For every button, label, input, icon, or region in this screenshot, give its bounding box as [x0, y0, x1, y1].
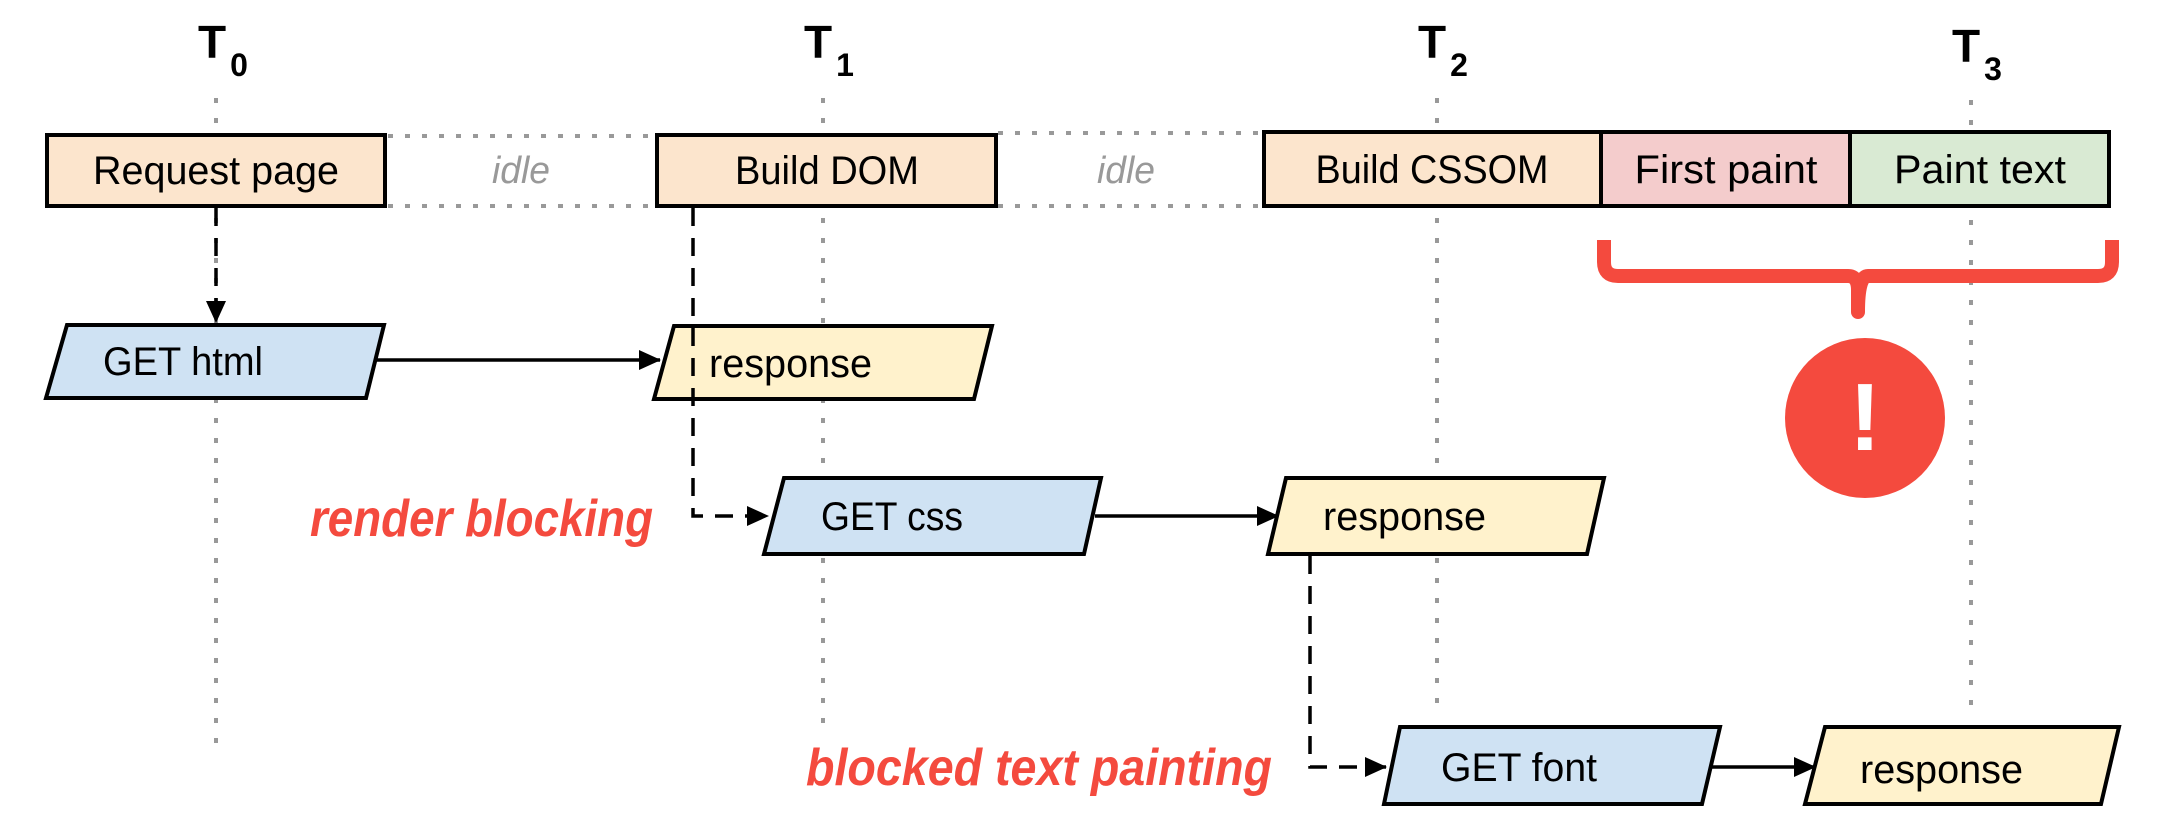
request-get-font: GET font [1381, 725, 1723, 806]
response-label: response [1860, 748, 2023, 792]
response-shape [1802, 725, 2122, 806]
time-marker-subscript: 2 [1450, 47, 1468, 83]
time-marker-label: T [1418, 16, 1446, 68]
request-get-html: GET html [43, 323, 387, 400]
arrow-dom-to-get-css [691, 208, 769, 526]
warning-icon: ! [1785, 338, 1945, 498]
task-label: Build DOM [735, 149, 919, 193]
response-shape [1265, 476, 1607, 556]
render-blocking-annotation: render blocking [310, 490, 653, 548]
request-shape [761, 476, 1104, 556]
response-shape [651, 324, 995, 401]
request-get-css: GET css [761, 476, 1104, 556]
task-box [1262, 130, 1603, 208]
task-box [45, 133, 387, 208]
response-label: response [709, 342, 872, 386]
response-font: response [1802, 725, 2122, 806]
request-label: GET html [103, 340, 263, 384]
exclamation-mark: ! [1849, 364, 1881, 471]
task-label: First paint [1635, 148, 1818, 192]
idle-label: idle [492, 150, 550, 192]
request-label: GET css [821, 495, 963, 539]
idle-gap-2: idle [998, 131, 1262, 208]
blocked-text-painting-annotation: blocked text painting [806, 739, 1272, 797]
request-shape [43, 323, 387, 400]
idle-gap-1: idle [388, 134, 656, 208]
time-marker-label: T [198, 16, 226, 68]
task-paint-text: Paint text [1848, 130, 2111, 208]
time-marker-subscript: 1 [836, 47, 854, 83]
task-label: Build CSSOM [1316, 148, 1549, 192]
warning-brace [1597, 240, 2119, 319]
request-label: GET font [1441, 746, 1597, 790]
task-request-page: Request page [45, 133, 387, 208]
time-marker-subscript: 0 [230, 47, 248, 83]
task-box [655, 133, 998, 208]
arrow-cssom-to-get-font [1308, 556, 1387, 777]
task-build-cssom: Build CSSOM [1262, 130, 1603, 208]
task-box [1599, 130, 1852, 208]
time-marker-subscript: 3 [1984, 51, 2002, 87]
task-first-paint: First paint [1599, 130, 1852, 208]
response-css: response [1265, 476, 1607, 556]
response-html: response [651, 324, 995, 401]
time-marker-label: T [804, 16, 832, 68]
warning-circle [1785, 338, 1945, 498]
response-label: response [1323, 495, 1486, 539]
request-shape [1381, 725, 1723, 806]
task-build-dom: Build DOM [655, 133, 998, 208]
task-label: Paint text [1894, 148, 2066, 192]
task-label: Request page [93, 149, 339, 193]
idle-label: idle [1097, 150, 1155, 192]
time-marker-label: T [1952, 20, 1980, 72]
task-box [1848, 130, 2111, 208]
